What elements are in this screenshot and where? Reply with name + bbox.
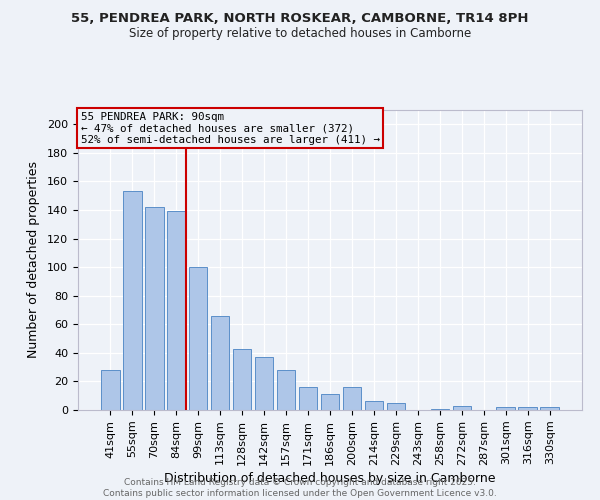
Bar	[541, 407, 559, 410]
Text: Size of property relative to detached houses in Camborne: Size of property relative to detached ho…	[129, 28, 471, 40]
Bar	[277, 370, 295, 410]
Bar	[386, 403, 405, 410]
Bar	[496, 407, 515, 410]
Bar	[431, 408, 449, 410]
Bar	[167, 212, 185, 410]
Y-axis label: Number of detached properties: Number of detached properties	[27, 162, 40, 358]
X-axis label: Distribution of detached houses by size in Camborne: Distribution of detached houses by size …	[164, 472, 496, 485]
Text: 55, PENDREA PARK, NORTH ROSKEAR, CAMBORNE, TR14 8PH: 55, PENDREA PARK, NORTH ROSKEAR, CAMBORN…	[71, 12, 529, 26]
Bar	[299, 387, 317, 410]
Bar	[211, 316, 229, 410]
Bar	[255, 357, 274, 410]
Text: Contains HM Land Registry data © Crown copyright and database right 2025.
Contai: Contains HM Land Registry data © Crown c…	[103, 478, 497, 498]
Bar	[365, 402, 383, 410]
Bar	[343, 387, 361, 410]
Bar	[233, 348, 251, 410]
Bar	[189, 267, 208, 410]
Bar	[145, 207, 164, 410]
Bar	[320, 394, 340, 410]
Bar	[101, 370, 119, 410]
Text: 55 PENDREA PARK: 90sqm
← 47% of detached houses are smaller (372)
52% of semi-de: 55 PENDREA PARK: 90sqm ← 47% of detached…	[80, 112, 380, 144]
Bar	[452, 406, 471, 410]
Bar	[123, 192, 142, 410]
Bar	[518, 407, 537, 410]
